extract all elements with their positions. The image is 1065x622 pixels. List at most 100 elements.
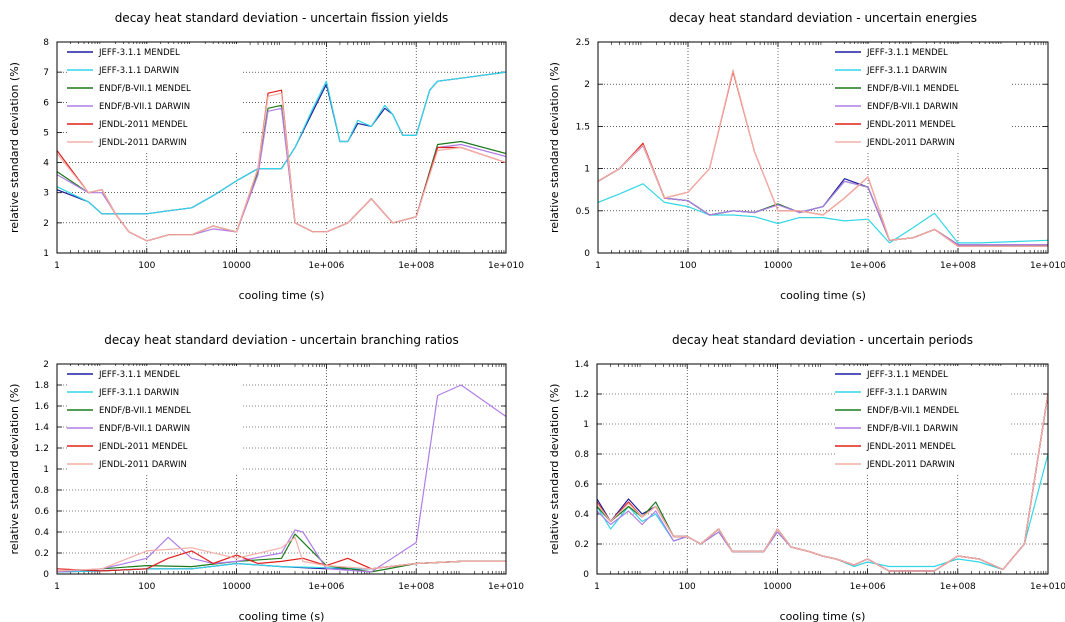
y-tick-label: 1: [584, 165, 590, 175]
y-tick-label: 0.8: [575, 450, 590, 460]
plot-frame: [596, 363, 1049, 575]
x-tick-label: 1e+006: [308, 261, 344, 271]
x-tick-label: 1: [54, 582, 60, 592]
x-tick-label: 1e+006: [850, 261, 886, 271]
legend-label: ENDF/B-VII.1 DARWIN: [99, 102, 190, 112]
legend-background: [835, 44, 1010, 152]
series-group: [598, 69, 1048, 247]
plot-frame: [56, 363, 507, 575]
y-tick-label: 2: [43, 360, 49, 370]
series-line-endf-b-vii-1-mendel: [598, 144, 1048, 246]
legend-label: JENDL-2011 DARWIN: [98, 138, 187, 148]
series-line-jendl-2011-darwin: [57, 92, 506, 242]
y-tick-label: 0.4: [35, 528, 50, 538]
x-tick-label: 1e+010: [1030, 261, 1065, 271]
legend-label: JEFF-3.1.1 DARWIN: [866, 388, 947, 398]
y-tick-label: 0: [43, 570, 49, 580]
y-tick-label: 4: [43, 159, 49, 169]
chart-title: decay heat standard deviation - uncertai…: [115, 11, 449, 25]
x-tick-label: 1e+006: [308, 582, 344, 592]
legend-label: JEFF-3.1.1 MENDEL: [866, 48, 948, 58]
y-tick-label: 0: [584, 249, 590, 259]
chart-title: decay heat standard deviation - uncertai…: [104, 333, 458, 347]
x-tick-label: 1e+010: [488, 582, 524, 592]
y-axis-label: relative standard deviation (%): [8, 384, 21, 555]
series-line-jendl-2011-darwin: [57, 536, 506, 572]
y-tick-label: 1.4: [575, 360, 590, 370]
chart-panel-3: decay heat standard deviation - uncertai…: [8, 333, 524, 622]
legend-label: ENDF/B-VII.1 MENDEL: [99, 84, 191, 94]
series-line-jeff-3-1-1-darwin: [57, 71, 506, 215]
series-line-jendl-2011-darwin: [598, 69, 1048, 247]
legend-label: JEFF-3.1.1 MENDEL: [866, 370, 948, 380]
legend-label: ENDF/B-VII.1 DARWIN: [867, 102, 958, 112]
legend-label: JENDL-2011 DARWIN: [866, 460, 955, 470]
legend-background: [67, 44, 242, 152]
x-tick-label: 10000: [763, 582, 792, 592]
x-axis-label: cooling time (s): [239, 289, 325, 302]
x-tick-label: 1e+008: [398, 582, 434, 592]
legend-label: JEFF-3.1.1 DARWIN: [866, 66, 947, 76]
y-tick-label: 2: [43, 219, 49, 229]
y-axis-label: relative standard deviation (%): [548, 62, 561, 233]
y-tick-label: 6: [43, 98, 49, 108]
series-line-jendl-2011-mendel: [57, 550, 506, 572]
y-tick-label: 1: [43, 465, 49, 475]
x-tick-label: 1e+006: [850, 582, 886, 592]
x-tick-label: 1e+008: [940, 582, 976, 592]
chart-panel-1: decay heat standard deviation - uncertai…: [8, 11, 524, 302]
y-axis-label: relative standard deviation (%): [8, 62, 21, 233]
y-tick-label: 2: [584, 80, 590, 90]
series-line-jeff-3-1-1-darwin: [598, 183, 1048, 244]
legend-label: JENDL-2011 MENDEL: [866, 120, 956, 130]
series-line-jeff-3-1-1-mendel: [598, 144, 1048, 246]
legend-label: ENDF/B-VII.1 DARWIN: [99, 424, 190, 434]
y-tick-label: 8: [43, 38, 49, 48]
x-axis-label: cooling time (s): [239, 610, 325, 622]
legend-label: ENDF/B-VII.1 DARWIN: [867, 424, 958, 434]
plot-frame: [56, 41, 507, 254]
series-group: [57, 384, 506, 573]
x-tick-label: 1e+008: [398, 261, 434, 271]
x-tick-label: 100: [138, 582, 155, 592]
chart-panel-2: decay heat standard deviation - uncertai…: [548, 11, 1065, 302]
y-axis-label: relative standard deviation (%): [548, 384, 561, 555]
y-tick-label: 5: [43, 128, 49, 138]
x-tick-label: 100: [138, 261, 155, 271]
series-line-endf-b-vii-1-darwin: [57, 384, 506, 573]
y-tick-label: 1.8: [35, 381, 50, 391]
legend-background: [67, 366, 242, 474]
legend-label: JENDL-2011 DARWIN: [98, 460, 187, 470]
legend-label: JEFF-3.1.1 MENDEL: [98, 370, 180, 380]
x-tick-label: 1e+010: [488, 261, 524, 271]
x-tick-label: 1e+008: [940, 261, 976, 271]
x-tick-label: 10000: [222, 582, 251, 592]
y-tick-label: 1: [583, 420, 589, 430]
legend-background: [835, 366, 1010, 474]
x-tick-label: 1: [595, 261, 601, 271]
x-tick-label: 1: [54, 261, 60, 271]
series-line-jendl-2011-darwin: [597, 393, 1048, 572]
chart-panel-4: decay heat standard deviation - uncertai…: [548, 333, 1065, 622]
legend-label: JEFF-3.1.1 MENDEL: [98, 48, 180, 58]
y-tick-label: 1.5: [576, 122, 590, 132]
x-axis-label: cooling time (s): [780, 289, 866, 302]
series-group: [57, 71, 506, 242]
legend-label: JENDL-2011 MENDEL: [866, 442, 956, 452]
y-tick-label: 0.6: [35, 507, 50, 517]
y-tick-label: 0: [583, 570, 589, 580]
chart-title: decay heat standard deviation - uncertai…: [672, 333, 973, 347]
series-line-endf-b-vii-1-darwin: [598, 145, 1048, 246]
y-tick-label: 0.2: [35, 549, 49, 559]
y-tick-label: 0.6: [575, 480, 590, 490]
legend-label: JEFF-3.1.1 DARWIN: [98, 66, 179, 76]
x-tick-label: 1: [594, 582, 600, 592]
x-tick-label: 10000: [764, 261, 793, 271]
legend-label: JEFF-3.1.1 DARWIN: [98, 388, 179, 398]
y-tick-label: 0.8: [35, 486, 50, 496]
x-tick-label: 100: [679, 261, 696, 271]
legend-label: ENDF/B-VII.1 MENDEL: [99, 406, 191, 416]
legend-label: ENDF/B-VII.1 MENDEL: [867, 406, 959, 416]
x-tick-label: 1e+010: [1030, 582, 1065, 592]
